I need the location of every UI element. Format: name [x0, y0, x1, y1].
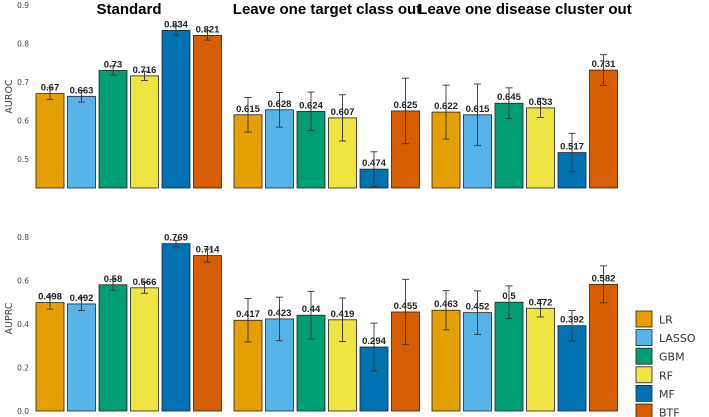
- auprc-bar-lr: [35, 302, 65, 412]
- auroc-data-label: 0.716: [133, 65, 157, 76]
- auprc-data-label: 0.294: [362, 336, 386, 347]
- auprc-bar-btf: [589, 283, 618, 412]
- auroc-bar-rf: [130, 75, 159, 189]
- auprc-bar-lr: [431, 309, 461, 412]
- auprc-y-tick-label: 0.4: [17, 320, 29, 329]
- auprc-data-label: 0.582: [592, 273, 616, 284]
- auroc-bar-lr: [35, 93, 65, 189]
- auroc-bar-mf: [161, 30, 191, 189]
- legend-swatch-btf: [635, 403, 653, 417]
- auroc-bar-lasso: [67, 95, 96, 189]
- panel-title-1: Standard: [96, 1, 161, 18]
- auroc-bar-gbm: [98, 70, 128, 189]
- auprc-data-label: 0.44: [302, 304, 321, 315]
- auprc-y-tick-label: 0.0: [17, 407, 29, 416]
- legend-label-gbm: GBM: [659, 351, 685, 364]
- auprc-y-tick-label: 0.6: [17, 276, 29, 285]
- auroc-data-label: 0.622: [434, 101, 458, 112]
- legend-swatch-lasso: [635, 329, 653, 347]
- legend-label-mf: MF: [659, 388, 675, 401]
- auroc-y-tick-label: 0.7: [17, 78, 29, 87]
- auroc-data-label: 0.73: [104, 59, 123, 70]
- auroc-bar-rf: [526, 107, 555, 189]
- legend-label-lasso: LASSO: [659, 332, 696, 345]
- auroc-bar-btf: [193, 35, 222, 189]
- auprc-bar-mf: [161, 243, 191, 412]
- auprc-data-label: 0.492: [70, 293, 94, 304]
- auprc-data-label: 0.463: [434, 299, 458, 310]
- auroc-y-tick-label: 0.6: [17, 117, 29, 126]
- auroc-y-tick-label: 0.8: [17, 40, 29, 49]
- legend-swatch-lr: [635, 310, 653, 328]
- auroc-axis-label: AUROC: [4, 79, 15, 114]
- auprc-y-tick-label: 0.2: [17, 363, 29, 372]
- auroc-data-label: 0.645: [497, 92, 521, 103]
- auroc-data-label: 0.821: [196, 24, 220, 35]
- auprc-data-label: 0.498: [38, 292, 62, 303]
- legend-swatch-mf: [635, 384, 653, 402]
- auprc-bar-gbm: [494, 301, 524, 412]
- auroc-data-label: 0.615: [466, 104, 490, 115]
- auprc-bar-gbm: [98, 284, 128, 412]
- legend-label-lr: LR: [659, 314, 673, 327]
- auprc-data-label: 0.472: [529, 297, 553, 308]
- auroc-data-label: 0.628: [268, 99, 292, 110]
- auroc-data-label: 0.834: [164, 19, 188, 30]
- legend-swatch-gbm: [635, 347, 653, 365]
- auprc-data-label: 0.58: [104, 274, 123, 285]
- auprc-data-label: 0.452: [466, 302, 490, 313]
- panel-title-3: Leave one disease cluster out: [418, 1, 631, 18]
- auprc-data-label: 0.419: [331, 309, 355, 320]
- auprc-data-label: 0.392: [560, 315, 584, 326]
- auroc-y-tick-label: 0.9: [17, 1, 29, 10]
- auroc-data-label: 0.663: [70, 85, 94, 96]
- auroc-data-label: 0.615: [236, 104, 260, 115]
- auroc-data-label: 0.624: [299, 100, 323, 111]
- auroc-data-label: 0.67: [41, 83, 60, 94]
- auprc-data-label: 0.5: [502, 291, 516, 302]
- auprc-bar-rf: [130, 287, 159, 412]
- auroc-data-label: 0.731: [592, 59, 616, 70]
- auprc-data-label: 0.423: [268, 308, 292, 319]
- auprc-bar-btf: [193, 255, 222, 412]
- legend-label-btf: BTF: [659, 407, 680, 417]
- auroc-data-label: 0.517: [560, 142, 584, 153]
- auprc-axis-label: AUPRC: [4, 302, 15, 334]
- auroc-y-tick-label: 0.5: [17, 155, 29, 164]
- legend-swatch-rf: [635, 366, 653, 384]
- auprc-bar-lasso: [67, 303, 96, 412]
- panel-title-2: Leave one target class out: [233, 1, 421, 18]
- auroc-bar-btf: [589, 69, 618, 189]
- auprc-data-label: 0.455: [394, 301, 418, 312]
- legend-label-rf: RF: [659, 369, 673, 382]
- auprc-data-label: 0.714: [196, 245, 220, 256]
- auprc-data-label: 0.566: [133, 277, 157, 288]
- auprc-y-tick-label: 0.8: [17, 233, 29, 242]
- auprc-data-label: 0.769: [164, 233, 188, 244]
- auprc-data-label: 0.417: [236, 309, 260, 320]
- auroc-data-label: 0.625: [394, 100, 418, 111]
- auprc-bar-rf: [526, 307, 555, 412]
- auroc-data-label: 0.474: [362, 158, 386, 169]
- auroc-data-label: 0.633: [529, 97, 553, 108]
- auroc-data-label: 0.607: [331, 107, 355, 118]
